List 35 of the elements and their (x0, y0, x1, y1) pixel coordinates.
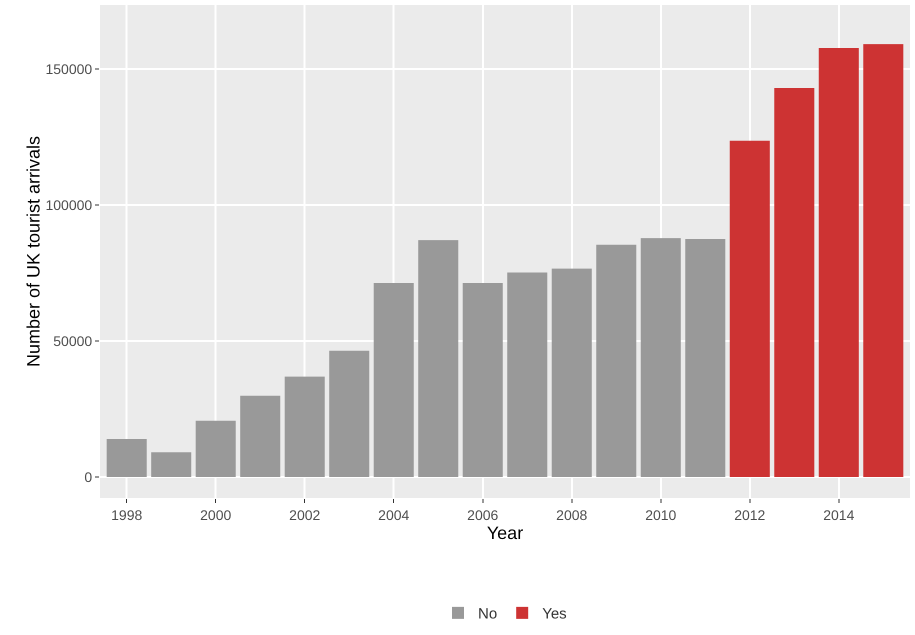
x-tick-label: 2006 (467, 506, 499, 523)
bar (329, 350, 370, 478)
bar (596, 244, 636, 478)
bar (284, 376, 325, 478)
legend-label: No (478, 606, 498, 623)
y-tick-label: 100000 (45, 196, 92, 213)
bar (552, 268, 592, 478)
bar (151, 452, 192, 478)
x-tick-label: 2000 (200, 506, 232, 523)
bar (240, 396, 280, 478)
y-axis-title: Number of UK tourist arrivals (23, 136, 44, 368)
bar (863, 44, 904, 478)
bar (462, 283, 503, 478)
bar (685, 238, 726, 478)
legend-label: Yes (542, 606, 567, 623)
x-tick-label: 2008 (556, 506, 588, 523)
bar (818, 48, 859, 478)
x-tick-label: 2014 (823, 506, 855, 523)
y-tick-label: 0 (84, 468, 92, 485)
bar (640, 238, 681, 478)
x-axis-title: Year (486, 522, 524, 543)
x-tick-label: 2002 (289, 506, 321, 523)
x-tick-label: 1998 (111, 506, 142, 523)
bar (374, 283, 414, 478)
bar (106, 438, 147, 478)
y-tick-label: 50000 (53, 332, 92, 349)
y-tick-label: 150000 (45, 60, 92, 77)
bar (774, 88, 814, 478)
bar (507, 272, 548, 478)
bar (196, 420, 236, 478)
bar (418, 240, 458, 478)
x-tick-label: 2004 (378, 506, 410, 523)
bar (730, 140, 770, 478)
x-tick-label: 2012 (734, 506, 766, 523)
x-tick-label: 2010 (645, 506, 677, 523)
